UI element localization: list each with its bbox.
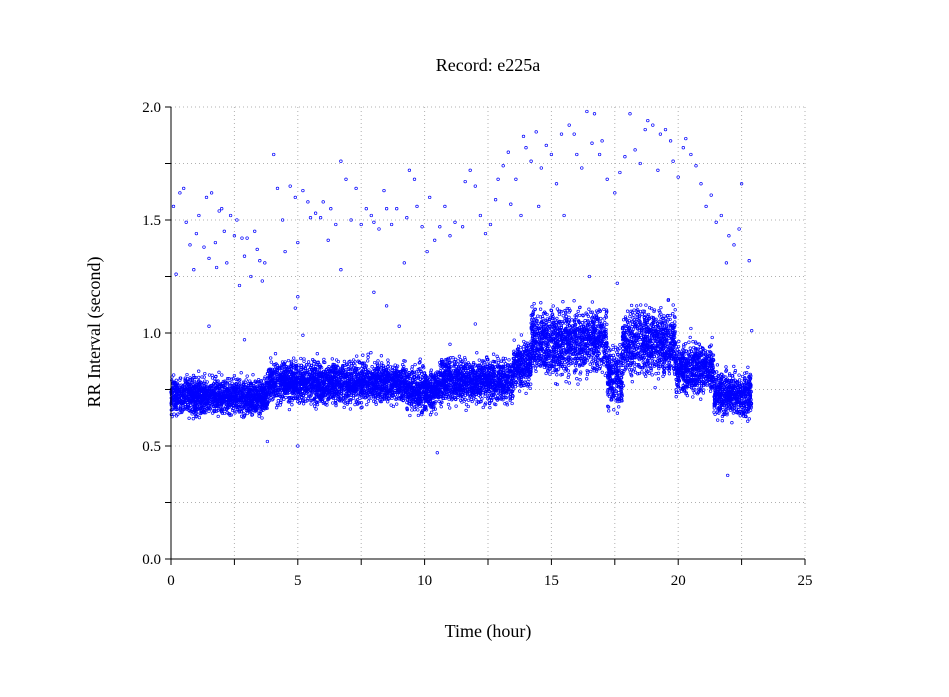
data-point [216,379,220,383]
data-point [193,375,198,380]
data-point [256,378,261,382]
data-point [243,380,247,384]
data-point [230,384,234,388]
data-point [203,371,207,376]
data-point [202,375,206,379]
data-point [211,402,215,406]
data-point [207,373,212,377]
data-point [170,378,174,383]
data-point [260,416,264,420]
data-point [176,412,180,416]
data-point [233,411,237,415]
data-point [216,414,220,419]
data-point [220,373,224,377]
data-point [240,400,245,404]
data-point [245,411,250,416]
data-point [263,375,267,379]
data-point [264,378,268,383]
data-point [245,374,249,378]
data-point [259,407,263,412]
data-point [227,377,231,381]
data-points [169,109,754,478]
data-point [210,383,214,388]
data-point [200,375,204,379]
data-point [197,375,201,380]
data-point [178,406,183,410]
data-point [172,373,176,377]
data-point [179,376,183,380]
data-point [225,377,230,381]
data-point [222,411,227,416]
